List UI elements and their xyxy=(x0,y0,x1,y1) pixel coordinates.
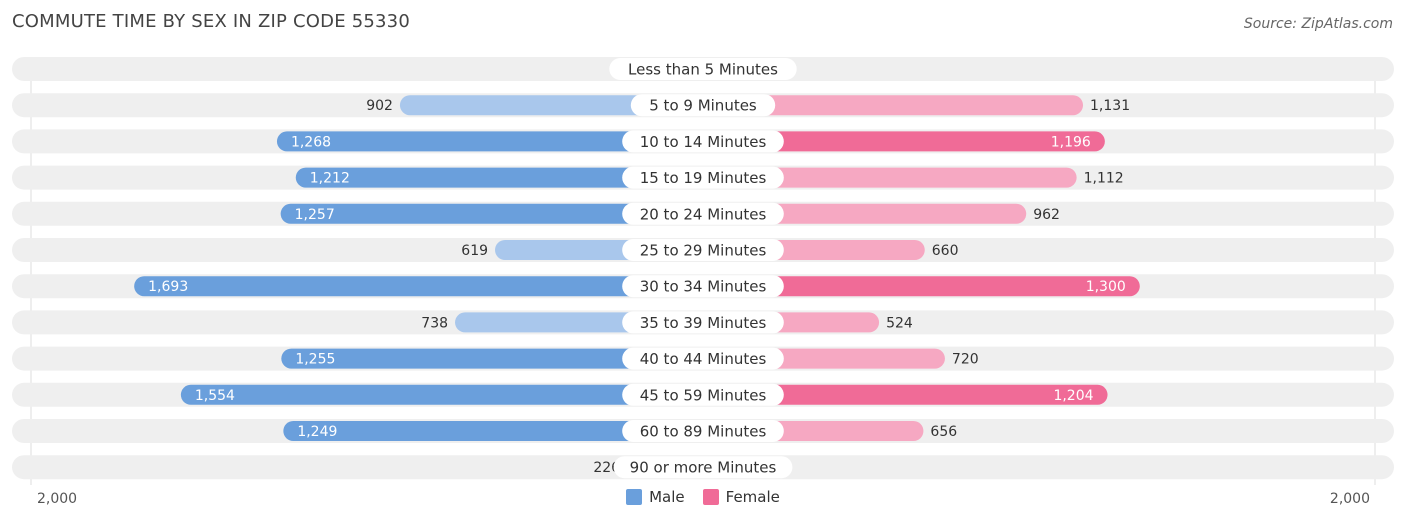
category-pill xyxy=(622,166,784,189)
category-pill xyxy=(622,311,784,334)
bar-female xyxy=(703,95,1084,116)
bar-female xyxy=(703,131,1105,152)
category-pill xyxy=(622,202,784,225)
category-pill xyxy=(622,347,784,370)
value-label-female: 524 xyxy=(886,315,913,331)
category-label: 45 to 59 Minutes xyxy=(640,386,767,404)
value-label-female: 720 xyxy=(952,352,979,368)
legend: Male Female xyxy=(0,488,1406,506)
category-label: 90 or more Minutes xyxy=(630,459,777,477)
category-pill xyxy=(622,383,784,406)
value-label-male: 1,693 xyxy=(148,279,188,295)
legend-swatch-female xyxy=(702,489,719,505)
category-label: 35 to 39 Minutes xyxy=(640,314,767,332)
bar-female xyxy=(703,276,1140,297)
value-label-male: 619 xyxy=(461,243,488,259)
value-label-female: 1,196 xyxy=(1051,134,1091,150)
category-pill xyxy=(622,239,784,261)
bar-female xyxy=(703,167,1077,188)
bar-female xyxy=(703,203,1027,224)
value-label-male: 1,554 xyxy=(195,388,235,404)
category-pill xyxy=(622,420,784,442)
category-label: 40 to 44 Minutes xyxy=(640,350,767,368)
category-label: 15 to 19 Minutes xyxy=(640,169,767,187)
bar-male xyxy=(280,203,703,224)
category-label: 20 to 24 Minutes xyxy=(640,205,767,223)
axis-label-left: 2,000 xyxy=(37,491,78,507)
value-label-male: 1,212 xyxy=(310,171,350,187)
category-label: 60 to 89 Minutes xyxy=(640,423,767,441)
category-label: 25 to 29 Minutes xyxy=(640,242,767,260)
legend-label-male: Male xyxy=(649,488,685,506)
bar-male xyxy=(276,131,703,152)
category-pill xyxy=(630,94,776,117)
bar-male xyxy=(281,348,703,369)
category-label: 5 to 9 Minutes xyxy=(649,97,757,115)
category-pill xyxy=(622,130,784,153)
axis-label-right: 2,000 xyxy=(1329,491,1370,507)
value-label-male: 1,268 xyxy=(291,134,331,150)
value-label-male: 1,255 xyxy=(295,352,335,368)
value-label-female: 1,112 xyxy=(1084,171,1124,187)
value-label-female: 660 xyxy=(932,243,959,259)
value-label-female: 1,204 xyxy=(1053,388,1093,404)
value-label-female: 962 xyxy=(1033,207,1060,223)
category-pill xyxy=(609,58,797,80)
value-label-male: 738 xyxy=(421,315,448,331)
bar-male xyxy=(283,421,703,441)
value-label-female: 1,131 xyxy=(1090,98,1130,114)
value-label-male: 1,249 xyxy=(297,424,337,440)
legend-swatch-male xyxy=(626,489,643,505)
value-label-female: 1,300 xyxy=(1086,279,1126,295)
legend-item-female[interactable]: Female xyxy=(702,488,780,506)
category-pill xyxy=(622,275,784,298)
legend-item-male[interactable]: Male xyxy=(626,488,685,506)
legend-label-female: Female xyxy=(725,488,780,506)
bar-male xyxy=(180,384,703,405)
category-label: Less than 5 Minutes xyxy=(628,61,778,79)
bar-male xyxy=(295,167,703,188)
category-pill xyxy=(613,456,793,479)
bar-female xyxy=(703,384,1108,405)
value-label-male: 1,257 xyxy=(295,207,335,223)
value-label-female: 656 xyxy=(930,424,957,440)
bar-male xyxy=(134,276,704,297)
source-credit: Source: ZipAtlas.com xyxy=(1243,16,1393,32)
category-label: 30 to 34 Minutes xyxy=(640,278,767,296)
bar-male xyxy=(399,95,703,116)
chart-title: COMMUTE TIME BY SEX IN ZIP CODE 55330 xyxy=(12,11,410,32)
value-label-male: 226 xyxy=(593,460,620,476)
category-label: 10 to 14 Minutes xyxy=(640,133,767,151)
value-label-male: 902 xyxy=(366,98,393,114)
